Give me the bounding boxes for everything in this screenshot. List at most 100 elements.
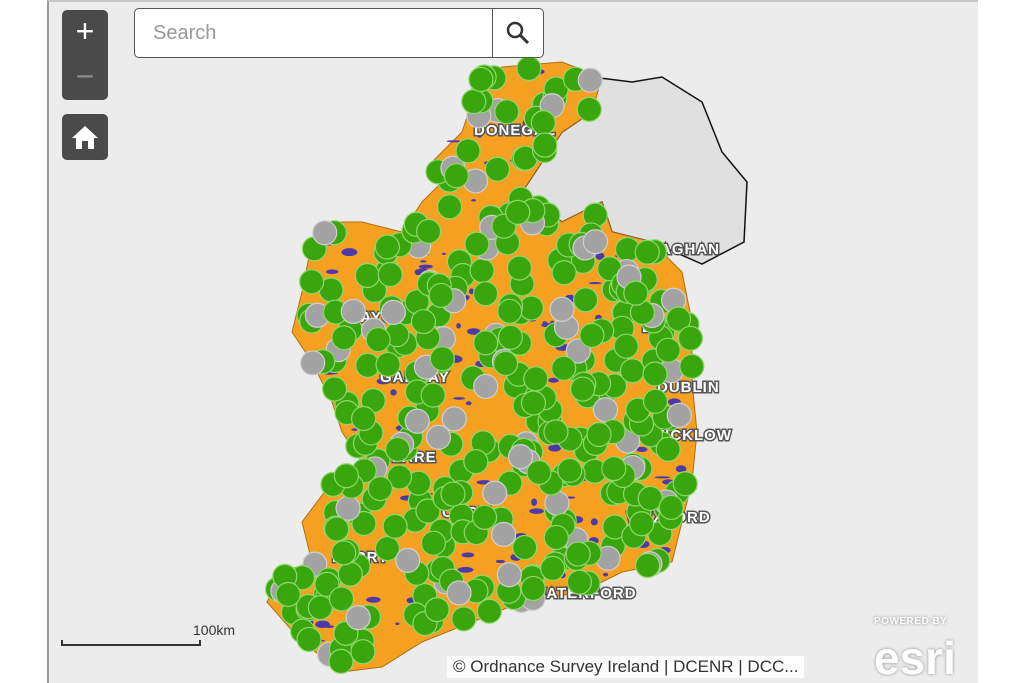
site-marker-grey[interactable] — [395, 547, 421, 573]
site-marker-green[interactable] — [299, 269, 325, 295]
site-marker-green[interactable] — [623, 280, 649, 306]
site-marker-green[interactable] — [324, 516, 350, 542]
site-marker-grey[interactable] — [300, 350, 326, 376]
site-marker-green[interactable] — [424, 596, 450, 623]
site-marker-green[interactable] — [551, 355, 577, 381]
site-marker-green[interactable] — [375, 351, 401, 378]
site-marker-green[interactable] — [672, 471, 698, 497]
site-marker-green[interactable] — [328, 586, 355, 612]
site-marker-green[interactable] — [471, 504, 498, 530]
site-marker-green[interactable] — [428, 282, 454, 309]
site-marker-grey[interactable] — [345, 604, 371, 631]
site-marker-green[interactable] — [374, 234, 400, 260]
site-marker-green[interactable] — [420, 382, 446, 408]
site-marker-green[interactable] — [573, 287, 599, 313]
site-marker-green[interactable] — [679, 353, 705, 380]
site-marker-grey[interactable] — [666, 402, 692, 428]
site-marker-green[interactable] — [464, 231, 490, 257]
site-marker-green[interactable] — [613, 333, 639, 359]
site-marker-green[interactable] — [629, 511, 655, 537]
site-marker-green[interactable] — [367, 476, 393, 502]
site-marker-green[interactable] — [468, 66, 494, 93]
esri-logo[interactable]: POWERED BY esri — [874, 616, 956, 683]
attribution[interactable]: © Ordnance Survey Ireland | DCENR | DCC.… — [447, 656, 805, 678]
site-marker-green[interactable] — [443, 163, 470, 189]
site-marker-green[interactable] — [543, 524, 569, 551]
site-marker-grey[interactable] — [312, 220, 338, 246]
map-view[interactable]: DONEGALMONAGHANGALWAYDUBLINCLARELAOISWIC… — [47, 0, 978, 683]
site-marker-green[interactable] — [634, 239, 660, 265]
site-marker-green[interactable] — [351, 510, 377, 537]
site-marker-grey[interactable] — [549, 296, 575, 322]
site-marker-green[interactable] — [637, 485, 663, 512]
site-marker-green[interactable] — [642, 388, 669, 414]
site-marker-green[interactable] — [565, 541, 591, 567]
site-marker-green[interactable] — [386, 464, 413, 490]
site-marker-green[interactable] — [436, 194, 463, 220]
site-marker-green[interactable] — [505, 199, 531, 225]
site-marker-green[interactable] — [331, 540, 357, 566]
site-marker-grey[interactable] — [446, 580, 472, 606]
site-marker-grey[interactable] — [482, 480, 508, 506]
site-marker-green[interactable] — [377, 261, 403, 288]
site-marker-green[interactable] — [642, 361, 668, 387]
site-marker-grey[interactable] — [340, 298, 366, 325]
site-marker-green[interactable] — [354, 262, 380, 289]
search-button[interactable] — [492, 9, 543, 57]
site-marker-green[interactable] — [520, 575, 546, 602]
map-canvas[interactable]: DONEGALMONAGHANGALWAYDUBLINCLARELAOISWIC… — [47, 2, 978, 683]
site-marker-green[interactable] — [677, 325, 704, 351]
site-marker-green[interactable] — [463, 449, 489, 475]
site-marker-grey[interactable] — [577, 67, 603, 93]
zoom-out-button[interactable]: − — [75, 58, 95, 94]
site-marker-green[interactable] — [665, 306, 692, 332]
site-marker-grey[interactable] — [473, 373, 499, 400]
site-marker-green[interactable] — [655, 436, 681, 462]
site-marker-grey[interactable] — [592, 397, 619, 423]
site-marker-green[interactable] — [415, 218, 442, 245]
site-marker-green[interactable] — [307, 595, 333, 621]
site-marker-green[interactable] — [619, 358, 645, 384]
site-marker-green[interactable] — [484, 156, 511, 182]
site-marker-grey[interactable] — [441, 406, 467, 432]
search-input[interactable] — [135, 9, 495, 57]
site-marker-green[interactable] — [429, 346, 455, 372]
site-marker-green[interactable] — [382, 513, 408, 539]
site-marker-green[interactable] — [512, 534, 538, 561]
site-marker-green[interactable] — [497, 298, 523, 324]
site-marker-green[interactable] — [492, 350, 519, 377]
site-marker-green[interactable] — [451, 606, 477, 632]
site-marker-green[interactable] — [275, 581, 301, 608]
site-marker-green[interactable] — [566, 569, 593, 595]
site-marker-green[interactable] — [469, 258, 495, 284]
site-marker-grey[interactable] — [335, 495, 361, 521]
site-marker-grey[interactable] — [507, 444, 534, 470]
site-marker-grey[interactable] — [380, 299, 406, 325]
site-marker-green[interactable] — [385, 436, 411, 463]
site-marker-green[interactable] — [540, 555, 566, 581]
site-marker-green[interactable] — [506, 255, 533, 281]
site-marker-green[interactable] — [440, 481, 466, 507]
site-marker-green[interactable] — [328, 648, 354, 674]
site-marker-green[interactable] — [530, 110, 556, 136]
site-marker-green[interactable] — [350, 639, 376, 665]
site-marker-green[interactable] — [476, 598, 503, 624]
site-marker-green[interactable] — [658, 494, 684, 521]
home-button[interactable] — [62, 114, 108, 160]
site-marker-grey[interactable] — [582, 229, 608, 255]
site-marker-green[interactable] — [473, 281, 499, 307]
site-marker-green[interactable] — [520, 390, 547, 416]
site-marker-green[interactable] — [374, 535, 401, 562]
site-marker-green[interactable] — [579, 322, 605, 348]
site-marker-grey[interactable] — [491, 521, 517, 548]
site-marker-green[interactable] — [455, 138, 481, 164]
site-marker-green[interactable] — [586, 421, 612, 448]
site-marker-green[interactable] — [570, 376, 596, 402]
site-marker-green[interactable] — [523, 366, 549, 392]
site-marker-green[interactable] — [634, 552, 661, 579]
site-marker-green[interactable] — [526, 459, 552, 486]
site-marker-green[interactable] — [551, 260, 577, 286]
site-marker-grey[interactable] — [496, 562, 522, 588]
site-marker-grey[interactable] — [425, 424, 452, 450]
site-marker-green[interactable] — [494, 99, 520, 125]
